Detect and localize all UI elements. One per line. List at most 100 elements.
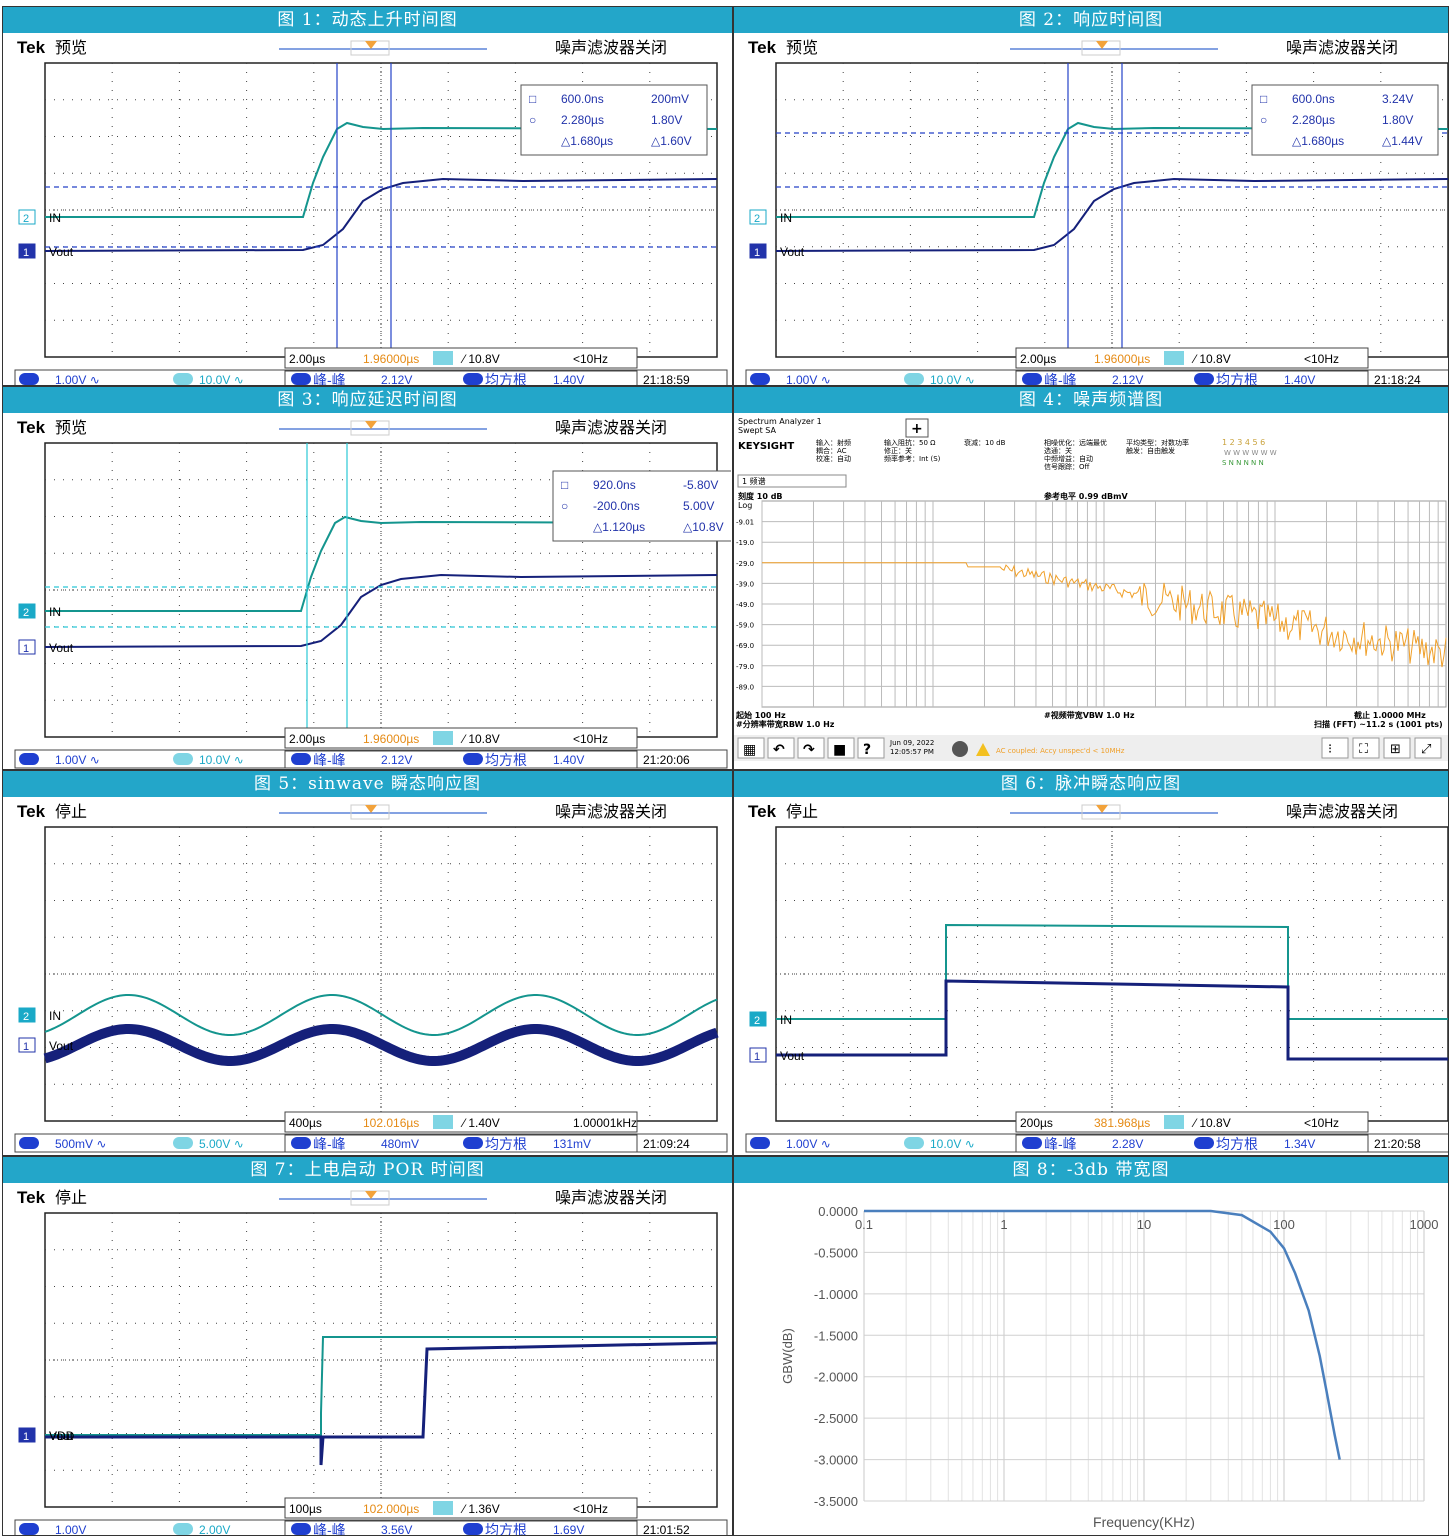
clock: 21:20:58 [1374, 1137, 1421, 1151]
run-state: 停止 [55, 803, 87, 821]
toolbar-icon: ↶ [773, 742, 785, 758]
svg-text:2: 2 [754, 1015, 760, 1027]
svg-text:<10Hz: <10Hz [1304, 352, 1339, 366]
toolbar-button[interactable] [737, 737, 765, 759]
svg-text:3.56V: 3.56V [381, 1523, 412, 1536]
toolbar-button[interactable] [857, 737, 885, 759]
measurement-bar: 1.00V ∿ 10.0V ∿ 峰-峰 2.28V 均方根 1.34V 21:20:58 [745, 1133, 1448, 1153]
svg-text:Vout: Vout [49, 245, 74, 259]
svg-text:△1.120µs: △1.120µs [593, 520, 645, 534]
svg-text:峰-峰: 峰-峰 [1044, 372, 1077, 386]
scope-svg: Tek 预览 噪声滤波器关闭 2 IN 1 Vout □ 600.0ns 3.24V ○ 2.280µ… [734, 33, 1448, 386]
svg-text:△10.8V: △10.8V [683, 520, 724, 534]
bandwidth-chart: 0.0000 -0.5000 -1.0000 -1.5000 -2.0000 -2.500… [734, 1183, 1448, 1535]
p9: 选通：关 [1044, 446, 1072, 455]
svg-text:1.00V ∿: 1.00V ∿ [55, 753, 100, 767]
scope-svg: Tek 预览 噪声滤波器关闭 2 IN 1 Vout □ 920.0ns -5.80V ○ -200.… [3, 413, 731, 769]
cursor-readout: □ 600.0ns 200mV ○ 2.280µs 1.80V △1.680µs △1.60V [520, 84, 708, 156]
svg-text:5.00V ∿: 5.00V ∿ [199, 1137, 244, 1151]
x-tick-label: 1 [1000, 1217, 1007, 1232]
svg-text:1.00001kHz: 1.00001kHz [573, 1116, 637, 1130]
vout-trace [43, 1024, 719, 1066]
scale-label: 刻度 10 dB [738, 491, 783, 501]
ytick: -9.01 [736, 519, 754, 527]
ch1-marker: 1 Vout [749, 243, 805, 259]
svg-text:1: 1 [754, 247, 760, 259]
x-tick-label: 1000 [1410, 1217, 1439, 1232]
stop-freq: 截止 1.0000 MHz [1354, 710, 1426, 720]
svg-text:1.40V: 1.40V [553, 753, 584, 767]
vbw: #视频带宽VBW 1.0 Hz [1044, 710, 1135, 720]
svg-text:⁄ 10.8V: ⁄ 10.8V [1191, 1116, 1231, 1130]
ytick: -89.0 [736, 683, 754, 691]
view-button[interactable] [1352, 737, 1380, 759]
caption-fig5: 图 5：sinwave 瞬态响应图 [3, 771, 732, 797]
noise-filter-label: 噪声滤波器关闭 [555, 803, 667, 821]
svg-text:Vout: Vout [49, 1429, 74, 1443]
view-button[interactable] [1414, 737, 1442, 759]
trace-dropdown[interactable] [737, 474, 847, 488]
caption-fig8: 图 8：-3db 带宽图 [734, 1157, 1448, 1183]
timebase-status: 400µs 102.016µs ⁄ 1.40V 1.00001kHz [284, 1111, 638, 1133]
ytick: -59.0 [736, 622, 754, 630]
y-tick-label: 0.0000 [818, 1204, 858, 1219]
svg-text:△1.44V: △1.44V [1382, 134, 1423, 148]
timebase-status: 2.00µs 1.96000µs ⁄ 10.8V <10Hz [284, 347, 638, 369]
p13: 触发：自由触发 [1126, 446, 1175, 455]
panel-fig3: 图 3：响应延迟时间图 Tek 预览 噪声滤波器关闭 2 IN 1 Vout □ 920.0ns… [2, 386, 733, 770]
svg-text:VDD: VDD [49, 1429, 75, 1443]
add-button[interactable] [905, 418, 929, 438]
svg-text:<10Hz: <10Hz [573, 732, 608, 746]
sweep: 扫描 (FFT) ~11.2 s (1001 pts) [1314, 719, 1443, 729]
svg-text:IN: IN [780, 211, 792, 225]
svg-text:△1.680µs: △1.680µs [1292, 134, 1344, 148]
svg-text:○: ○ [529, 113, 536, 127]
timebase-status: 100µs 102.000µs ⁄ 1.36V <10Hz [284, 1497, 638, 1519]
svg-text:600.0ns: 600.0ns [1292, 92, 1335, 106]
toolbar-button[interactable] [797, 737, 825, 759]
y-tick-label: -1.5000 [814, 1328, 858, 1343]
ch1-marker: 1 Vout [18, 1427, 74, 1443]
svg-text:2.12V: 2.12V [381, 373, 412, 386]
ch1-marker: 1 Vout [18, 243, 74, 259]
svg-text:均方根: 均方根 [1216, 372, 1258, 386]
toolbar-button[interactable] [767, 737, 795, 759]
svg-text:○: ○ [1260, 113, 1267, 127]
panel-fig2: 图 2：响应时间图 Tek 预览 噪声滤波器关闭 2 IN 1 Vout □ 600.0ns 3.… [733, 6, 1449, 386]
log-label: Log [738, 501, 752, 510]
svg-text:<10Hz: <10Hz [1304, 1116, 1339, 1130]
y-tick-label: -3.5000 [814, 1494, 858, 1509]
p12: 平均类型：对数功率 [1126, 438, 1189, 447]
svg-text:2.00µs: 2.00µs [289, 732, 325, 746]
svg-text:1.00V ∿: 1.00V ∿ [786, 373, 831, 386]
scope-screen-1: Tek 预览 噪声滤波器关闭 2 IN 1 Vout □ 600.0ns 200mV ○ 2.280µ… [3, 33, 731, 386]
ytick: -79.0 [736, 663, 754, 671]
view-button[interactable] [1321, 737, 1349, 759]
clock: 21:09:24 [643, 1137, 690, 1151]
toolbar-icon: ▦ [743, 742, 756, 758]
cursor-readout: □ 600.0ns 3.24V ○ 2.280µs 1.80V △1.680µs △1.44V [1251, 84, 1439, 156]
sa-title: Spectrum Analyzer 1 [738, 417, 822, 426]
in-trace [45, 1336, 717, 1436]
caption-fig1: 图 1：动态上升时间图 [3, 7, 732, 33]
noise-filter-label: 噪声滤波器关闭 [555, 1189, 667, 1207]
svg-text:IN: IN [49, 1009, 61, 1023]
view-button[interactable] [1383, 737, 1411, 759]
trace-dropdown-label: 1 频谱 [742, 476, 766, 486]
svg-text:2.12V: 2.12V [381, 753, 412, 767]
run-state: 预览 [55, 419, 87, 437]
ch1-marker: 1 Vout [18, 639, 74, 655]
panel-fig8: 图 8：-3db 带宽图 0.0000 -0.5000 -1.0000 -1.5000… [733, 1156, 1449, 1536]
tek-logo: Tek [17, 1188, 46, 1207]
svg-text:峰-峰: 峰-峰 [1044, 1136, 1077, 1152]
in-trace [776, 121, 1448, 218]
toolbar-button[interactable] [827, 737, 855, 759]
svg-text:1.96000µs: 1.96000µs [363, 352, 419, 366]
chat-icon [952, 741, 968, 757]
run-state: 预览 [786, 39, 818, 57]
svg-text:480mV: 480mV [381, 1137, 419, 1151]
vout-trace [776, 979, 1448, 1061]
tek-logo: Tek [17, 38, 46, 57]
scope-screen-7: Tek停止噪声滤波器关闭2VDD1Vout100µs102.000µs⁄ 1.3… [3, 1183, 731, 1536]
sa-date: Jun 09, 2022 [889, 739, 934, 747]
